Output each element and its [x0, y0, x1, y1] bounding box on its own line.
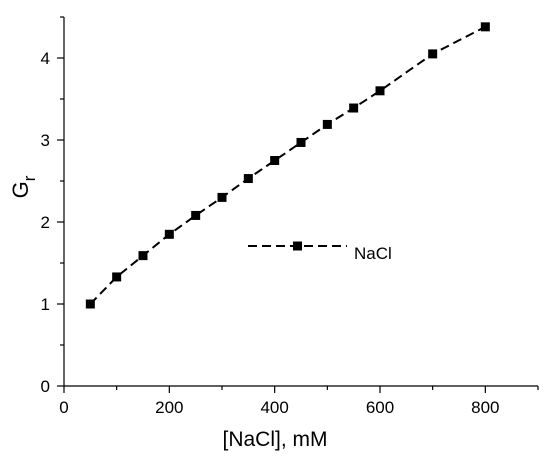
legend-label: NaCl — [354, 244, 392, 263]
data-point — [243, 174, 253, 184]
tick-marks — [57, 16, 539, 393]
x-axis-label: [NaCl], mM — [223, 428, 328, 451]
data-point — [349, 103, 359, 113]
legend-marker — [293, 241, 302, 251]
data-point — [112, 272, 122, 282]
y-tick-label: 1 — [41, 295, 50, 314]
y-tick-label: 0 — [41, 377, 50, 396]
y-tick-label: 2 — [41, 213, 50, 232]
data-point — [164, 229, 174, 239]
tick-labels: 0 200 400 600 800 0 1 2 3 4 — [41, 49, 500, 417]
data-point — [375, 86, 385, 96]
y-tick-label: 4 — [41, 49, 50, 68]
data-point — [217, 192, 227, 202]
x-tick-label: 400 — [260, 398, 288, 417]
y-tick-label: 3 — [41, 131, 50, 150]
data-point — [322, 119, 332, 129]
y-axis-label-main: G — [8, 181, 33, 198]
x-tick-label: 200 — [155, 398, 183, 417]
series-line — [89, 25, 486, 305]
data-point — [191, 210, 201, 220]
data-point — [428, 49, 438, 59]
data-point — [85, 299, 95, 309]
x-tick-label: 600 — [366, 398, 394, 417]
x-tick-label: 0 — [59, 398, 68, 417]
y-axis-label-subscript: r — [20, 175, 39, 181]
legend: NaCl — [248, 241, 392, 263]
svg-text:Gr: Gr — [8, 175, 39, 198]
data-point — [480, 22, 490, 32]
data-point — [296, 137, 306, 147]
data-point — [138, 251, 148, 261]
axes — [63, 17, 538, 387]
data-point — [270, 156, 280, 165]
x-tick-label: 800 — [471, 398, 499, 417]
y-axis-label: Gr — [8, 175, 39, 198]
series-layer — [85, 22, 490, 309]
